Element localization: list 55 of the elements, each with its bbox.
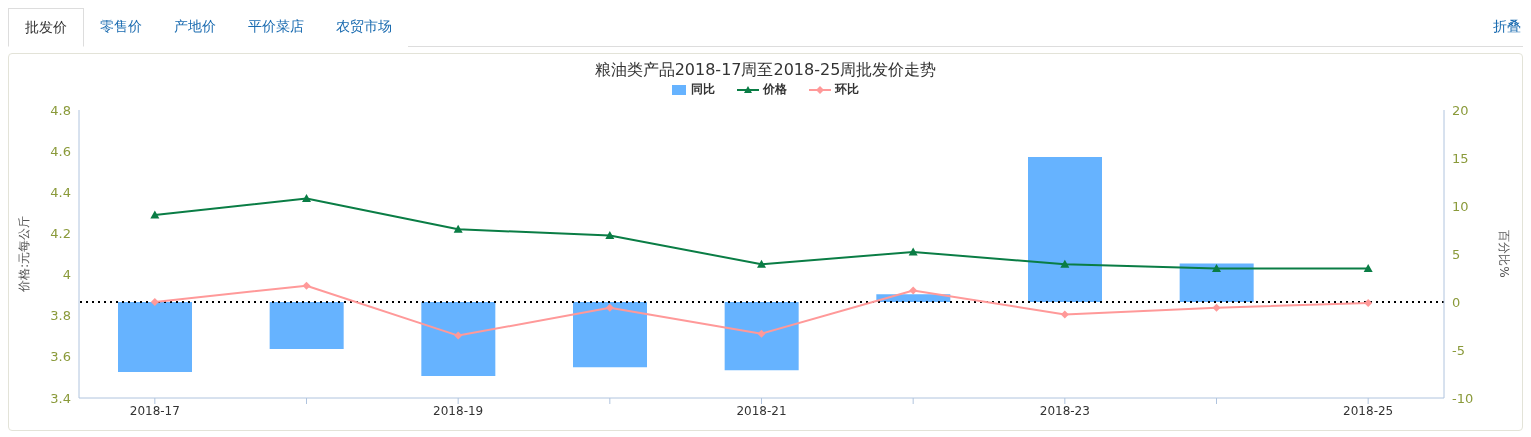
text: 农贸市场 [320, 8, 408, 47]
y2-tick-label: 5 [1452, 246, 1461, 262]
point [453, 224, 463, 233]
text: 折叠 [1492, 17, 1522, 36]
text: 批发价 [8, 8, 84, 47]
x-tick-label: 2018-21 [736, 403, 787, 418]
bar [573, 302, 647, 368]
point [150, 298, 159, 306]
y-tick-label: 3.4 [50, 390, 71, 406]
y-tick-label: 4.2 [50, 226, 71, 242]
y-tick-label: 4.6 [50, 143, 71, 159]
bar [118, 302, 192, 373]
point [1060, 259, 1070, 268]
y2-tick-label: 15 [1452, 150, 1469, 166]
bar [269, 302, 344, 350]
text: 产地价 [158, 8, 232, 47]
point [454, 331, 463, 340]
text: 零售价 [84, 8, 158, 47]
point [1364, 298, 1373, 307]
point [605, 303, 614, 312]
bar [1028, 157, 1102, 302]
point [1060, 310, 1069, 319]
x-tick-label: 2018-23 [1039, 403, 1090, 418]
y2-tick-label: -10 [1452, 390, 1474, 406]
y-tick-label: 3.6 [50, 349, 71, 365]
y2-tick-label: 10 [1452, 198, 1469, 214]
point [1212, 303, 1221, 312]
y-tick-label: 4.8 [50, 102, 71, 118]
text: 平价菜店 [232, 8, 320, 47]
point [302, 193, 311, 202]
y2-tick-label: 20 [1452, 102, 1469, 118]
point [1212, 263, 1221, 272]
point [302, 281, 311, 290]
y-tick-label: 4.4 [50, 184, 71, 200]
legend-label: 同比 [690, 81, 715, 98]
chart-title: 粮油类产品2018-17周至2018-25周批发价走势 [593, 60, 938, 81]
y2-tick-label: -5 [1452, 342, 1465, 358]
point [757, 259, 766, 268]
x-tick-label: 2018-19 [433, 403, 484, 418]
x-tick-label: 2018-25 [1343, 403, 1394, 418]
bar [1179, 263, 1254, 302]
bar [724, 302, 799, 371]
y2-axis-title: 百分比% [1496, 230, 1511, 278]
x-tick-label: 2018-17 [129, 403, 180, 418]
y2-tick-label: 0 [1452, 294, 1461, 310]
point [909, 286, 918, 295]
point [605, 230, 615, 239]
point [1363, 263, 1373, 272]
y-tick-label: 3.8 [50, 308, 71, 324]
point [757, 329, 766, 338]
y-axis-title: 价格:元每公斤 [17, 215, 32, 294]
bar [421, 302, 496, 376]
legend-label: 价格 [762, 81, 787, 98]
y-tick-label: 4 [62, 267, 71, 283]
legend-label: 环比 [833, 81, 859, 98]
